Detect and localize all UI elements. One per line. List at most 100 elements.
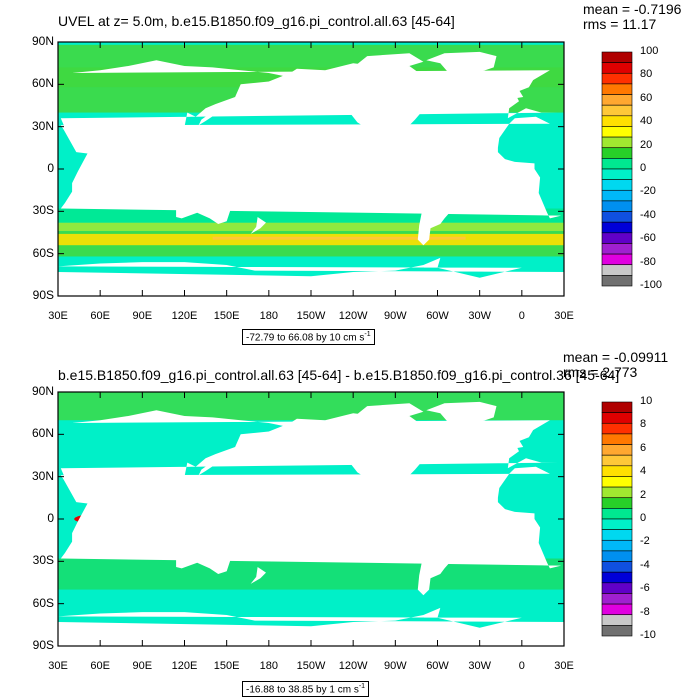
land-borneo xyxy=(169,510,184,525)
colorbar-label: 0 xyxy=(640,512,647,524)
colorbar-swatch xyxy=(601,571,633,584)
colorbar-swatch xyxy=(601,529,633,541)
panel2-title: b.e15.B1850.f09_g16.pi_control.all.63 [4… xyxy=(58,367,620,383)
lon-tick-label: 120E xyxy=(171,310,198,322)
colorbar-swatch xyxy=(601,179,633,191)
colorbar-label: -6 xyxy=(640,582,650,595)
lat-tick-label: 0 xyxy=(47,511,54,525)
colorbar-swatch xyxy=(601,454,633,467)
field-band xyxy=(58,222,564,232)
land-nz xyxy=(250,217,266,234)
colorbar-swatch xyxy=(601,508,633,520)
lon-tick-label: 30E xyxy=(554,660,574,672)
land-antarctica xyxy=(58,607,564,646)
panel2-range-label: -16.88 to 38.85 by 1 cm s-1 xyxy=(242,681,370,698)
colorbar-swatch xyxy=(601,243,633,255)
land-sumatra xyxy=(149,161,165,178)
lon-tick-label: 180 xyxy=(259,310,278,322)
lon-tick-label: 120E xyxy=(171,660,198,672)
lon-tick-label: 60E xyxy=(90,310,110,322)
lon-tick-label: 90E xyxy=(132,660,153,672)
colorbar-label: 2 xyxy=(640,488,647,501)
land-madagascar xyxy=(77,185,87,205)
colorbar-label: -4 xyxy=(640,558,650,571)
colorbar-label: -8 xyxy=(640,605,650,618)
lat-tick-label: 90S xyxy=(32,288,54,302)
colorbar-label: -40 xyxy=(640,208,656,221)
panel1-range-label: -72.79 to 66.08 by 10 cm s-1 xyxy=(242,329,375,346)
lat-tick-label: 90N xyxy=(31,34,54,48)
colorbar-label: 4 xyxy=(640,465,647,478)
lat-tick-label: 30N xyxy=(31,468,54,483)
colorbar-swatch xyxy=(601,83,633,95)
land-japan xyxy=(198,455,220,476)
lat-tick-label: 60S xyxy=(32,245,54,260)
lon-tick-label: 90W xyxy=(384,310,407,322)
lon-tick-label: 120W xyxy=(338,310,368,322)
land-newguinea xyxy=(200,170,227,184)
colorbar-swatch xyxy=(601,221,633,234)
map-field xyxy=(58,392,564,646)
colorbar-swatch xyxy=(601,136,633,149)
land-arcticislands xyxy=(353,403,424,421)
panel1-rms: rms = 11.17 xyxy=(583,16,657,32)
colorbar-swatch xyxy=(601,62,633,74)
field-band xyxy=(212,236,466,240)
land-antarctica xyxy=(58,257,564,296)
colorbar-swatch xyxy=(601,497,633,509)
colorbar-label: -80 xyxy=(640,255,656,268)
colorbar-swatch xyxy=(601,614,633,626)
lon-tick-label: 150E xyxy=(213,310,240,322)
land-newguinea xyxy=(200,520,227,534)
lon-tick-label: 60W xyxy=(426,310,449,322)
lon-tick-label: 0 xyxy=(518,310,525,322)
panel1-title: UVEL at z= 5.0m, b.e15.B1850.f09_g16.pi_… xyxy=(58,13,455,29)
land-australia xyxy=(176,534,231,574)
land-uk xyxy=(513,87,524,99)
colorbar-swatch xyxy=(601,625,633,637)
land-borneo xyxy=(169,160,184,175)
lon-tick-label: 30E xyxy=(48,310,68,322)
colorbar-swatch xyxy=(601,94,633,106)
field-band xyxy=(58,256,564,263)
colorbar-label: 20 xyxy=(640,138,653,151)
colorbar-label: 40 xyxy=(640,115,653,128)
lon-tick-label: 60W xyxy=(426,660,449,672)
land-eurasia xyxy=(60,60,559,168)
lon-tick-label: 90E xyxy=(132,310,153,322)
lon-tick-label: 180 xyxy=(259,660,278,672)
colorbar-swatch xyxy=(601,412,633,424)
lat-tick-label: 60N xyxy=(31,426,54,441)
colorbar-label: -2 xyxy=(640,535,650,548)
lat-tick-label: 30N xyxy=(31,118,54,133)
colorbar-label: 80 xyxy=(640,68,653,81)
colorbar-swatch xyxy=(601,232,633,244)
colorbar-swatch xyxy=(601,104,633,117)
lon-tick-label: 120W xyxy=(338,660,368,672)
colorbar-swatch xyxy=(601,593,633,605)
colorbar-swatch xyxy=(601,444,633,456)
lat-tick-label: 60S xyxy=(32,595,54,610)
lon-tick-label: 30W xyxy=(468,660,491,672)
land-africa xyxy=(60,466,562,569)
land-greenland xyxy=(426,51,497,85)
colorbar-swatch xyxy=(601,486,633,499)
colorbar-label: 100 xyxy=(640,45,659,57)
land-uk xyxy=(513,437,524,449)
colorbar-swatch xyxy=(601,51,633,63)
lon-tick-label: 150W xyxy=(296,660,326,672)
land-nz xyxy=(250,567,266,584)
colorbar-swatch xyxy=(601,126,633,138)
colorbar-swatch xyxy=(601,582,633,594)
land-madagascar xyxy=(77,535,87,555)
lon-tick-label: 30W xyxy=(468,310,491,322)
lon-tick-label: 0 xyxy=(518,660,525,672)
land-greenland xyxy=(426,401,497,435)
colorbar-swatch xyxy=(601,200,633,212)
colorbar-swatch xyxy=(601,147,633,159)
colorbar-swatch xyxy=(601,401,633,413)
lon-tick-label: 90W xyxy=(384,660,407,672)
map-field xyxy=(58,42,564,296)
colorbar-swatch xyxy=(601,158,633,170)
land-eurasia xyxy=(60,410,559,518)
